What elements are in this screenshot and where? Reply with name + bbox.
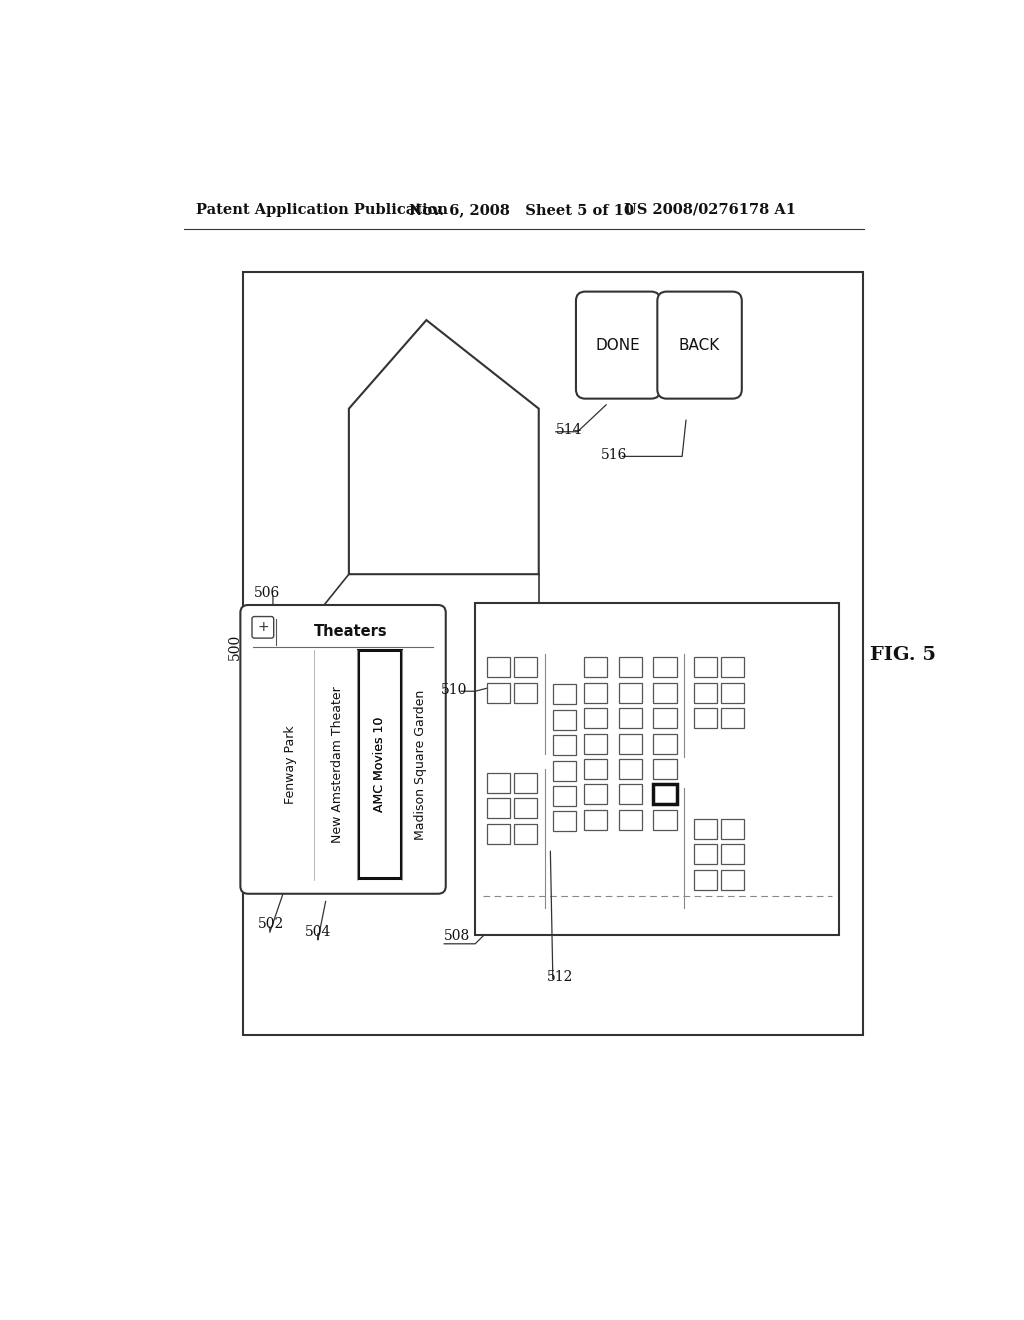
Bar bbox=[514, 824, 538, 843]
Text: BACK: BACK bbox=[679, 338, 720, 352]
Bar bbox=[553, 812, 575, 832]
Text: Fenway Park: Fenway Park bbox=[285, 726, 297, 804]
Text: Patent Application Publication: Patent Application Publication bbox=[197, 203, 449, 216]
Bar bbox=[693, 657, 717, 677]
FancyBboxPatch shape bbox=[241, 605, 445, 894]
Bar bbox=[721, 682, 744, 702]
Text: FIG. 5: FIG. 5 bbox=[870, 645, 937, 664]
Bar bbox=[693, 870, 717, 890]
Bar bbox=[486, 774, 510, 793]
Bar bbox=[653, 657, 677, 677]
FancyBboxPatch shape bbox=[575, 292, 660, 399]
Text: 500: 500 bbox=[228, 634, 242, 660]
Bar bbox=[486, 682, 510, 702]
Bar bbox=[486, 657, 510, 677]
Bar bbox=[514, 774, 538, 793]
Bar bbox=[584, 784, 607, 804]
Bar bbox=[584, 682, 607, 702]
Bar bbox=[721, 657, 744, 677]
Text: 514: 514 bbox=[556, 422, 583, 437]
Bar bbox=[653, 708, 677, 729]
Text: 506: 506 bbox=[254, 586, 280, 601]
Text: Theaters: Theaters bbox=[314, 623, 388, 639]
Bar bbox=[584, 810, 607, 830]
Text: 504: 504 bbox=[305, 925, 331, 939]
Text: US 2008/0276178 A1: US 2008/0276178 A1 bbox=[624, 203, 796, 216]
Bar bbox=[618, 657, 642, 677]
Bar bbox=[653, 682, 677, 702]
Bar bbox=[514, 657, 538, 677]
Text: Madison Square Garden: Madison Square Garden bbox=[414, 689, 427, 840]
Bar bbox=[584, 734, 607, 754]
FancyBboxPatch shape bbox=[657, 292, 741, 399]
Text: 508: 508 bbox=[444, 929, 470, 942]
Bar bbox=[584, 708, 607, 729]
Bar bbox=[553, 785, 575, 807]
Text: 512: 512 bbox=[547, 970, 572, 983]
Bar bbox=[358, 649, 400, 878]
Bar bbox=[618, 759, 642, 779]
Bar bbox=[693, 708, 717, 729]
Bar bbox=[653, 734, 677, 754]
Bar bbox=[721, 818, 744, 840]
Bar bbox=[553, 684, 575, 705]
Bar bbox=[693, 682, 717, 702]
Text: AMC Movies 10: AMC Movies 10 bbox=[374, 717, 386, 813]
Text: New Amsterdam Theater: New Amsterdam Theater bbox=[331, 686, 344, 843]
Text: 502: 502 bbox=[258, 917, 285, 932]
Bar bbox=[514, 682, 538, 702]
FancyBboxPatch shape bbox=[252, 616, 273, 638]
Bar bbox=[653, 759, 677, 779]
Text: +: + bbox=[257, 620, 268, 635]
Bar bbox=[618, 784, 642, 804]
Bar bbox=[514, 799, 538, 818]
Bar bbox=[618, 708, 642, 729]
Text: 516: 516 bbox=[601, 447, 627, 462]
Bar bbox=[653, 784, 677, 804]
Bar bbox=[553, 735, 575, 755]
Bar bbox=[721, 870, 744, 890]
Bar bbox=[486, 799, 510, 818]
Bar bbox=[693, 845, 717, 865]
Bar bbox=[553, 710, 575, 730]
Bar bbox=[584, 759, 607, 779]
Bar bbox=[475, 603, 840, 935]
Bar bbox=[243, 272, 862, 1035]
Bar bbox=[693, 818, 717, 840]
Bar bbox=[721, 708, 744, 729]
Text: 510: 510 bbox=[441, 682, 468, 697]
Bar bbox=[721, 845, 744, 865]
Bar bbox=[618, 734, 642, 754]
Bar bbox=[618, 682, 642, 702]
Bar bbox=[584, 657, 607, 677]
Bar bbox=[653, 810, 677, 830]
Bar bbox=[618, 810, 642, 830]
Text: Nov. 6, 2008   Sheet 5 of 10: Nov. 6, 2008 Sheet 5 of 10 bbox=[409, 203, 634, 216]
Bar bbox=[553, 760, 575, 780]
Text: AMC Movies 10: AMC Movies 10 bbox=[374, 717, 386, 813]
Bar bbox=[486, 824, 510, 843]
Text: DONE: DONE bbox=[596, 338, 641, 352]
